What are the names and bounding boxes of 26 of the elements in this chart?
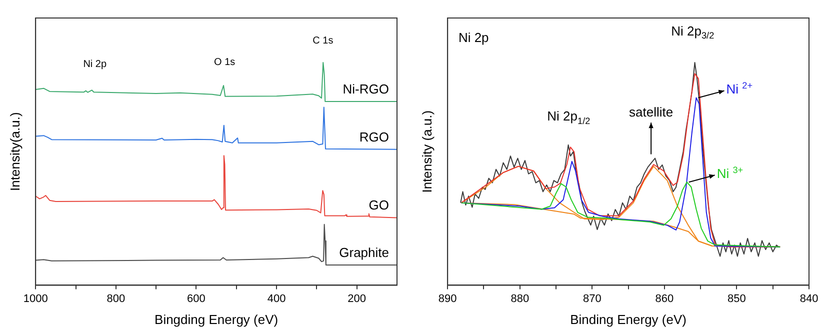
text: Ni 2+ [726,80,753,97]
x-tick-label: 890 [438,292,457,305]
series-label: RGO [359,129,390,144]
x-tick-label: 860 [655,292,674,305]
x-tick-label: 850 [728,292,746,305]
series-label: Graphite [339,244,390,260]
x-tick-label: 400 [267,292,286,305]
x-tick-label: 800 [106,292,126,305]
x-tick-label: 880 [510,292,530,305]
annotation: O 1s [214,57,236,68]
x-axis-title: Bingding Energy (eV) [154,312,278,327]
y-axis-title: Intensity (a.u.) [419,110,434,193]
x-tick-label: 1000 [23,292,48,305]
y-axis-title: Intensity(a.u.) [7,112,22,191]
annotation: Ni 2p [83,59,107,70]
text: Ni 3+ [716,164,744,182]
x-axis-title: Binding Energy (eV) [570,312,686,327]
annotation: satellite [629,104,674,120]
series-label: GO [368,198,390,213]
x-tick-label: 200 [348,292,366,305]
text: Ni 2p [458,30,489,46]
text: C 1s [312,35,334,46]
series-label: Ni-RGO [342,82,389,96]
x-tick-label: 840 [800,292,818,305]
x-tick-label: 600 [187,292,206,305]
x-tick-label: 870 [582,292,602,305]
